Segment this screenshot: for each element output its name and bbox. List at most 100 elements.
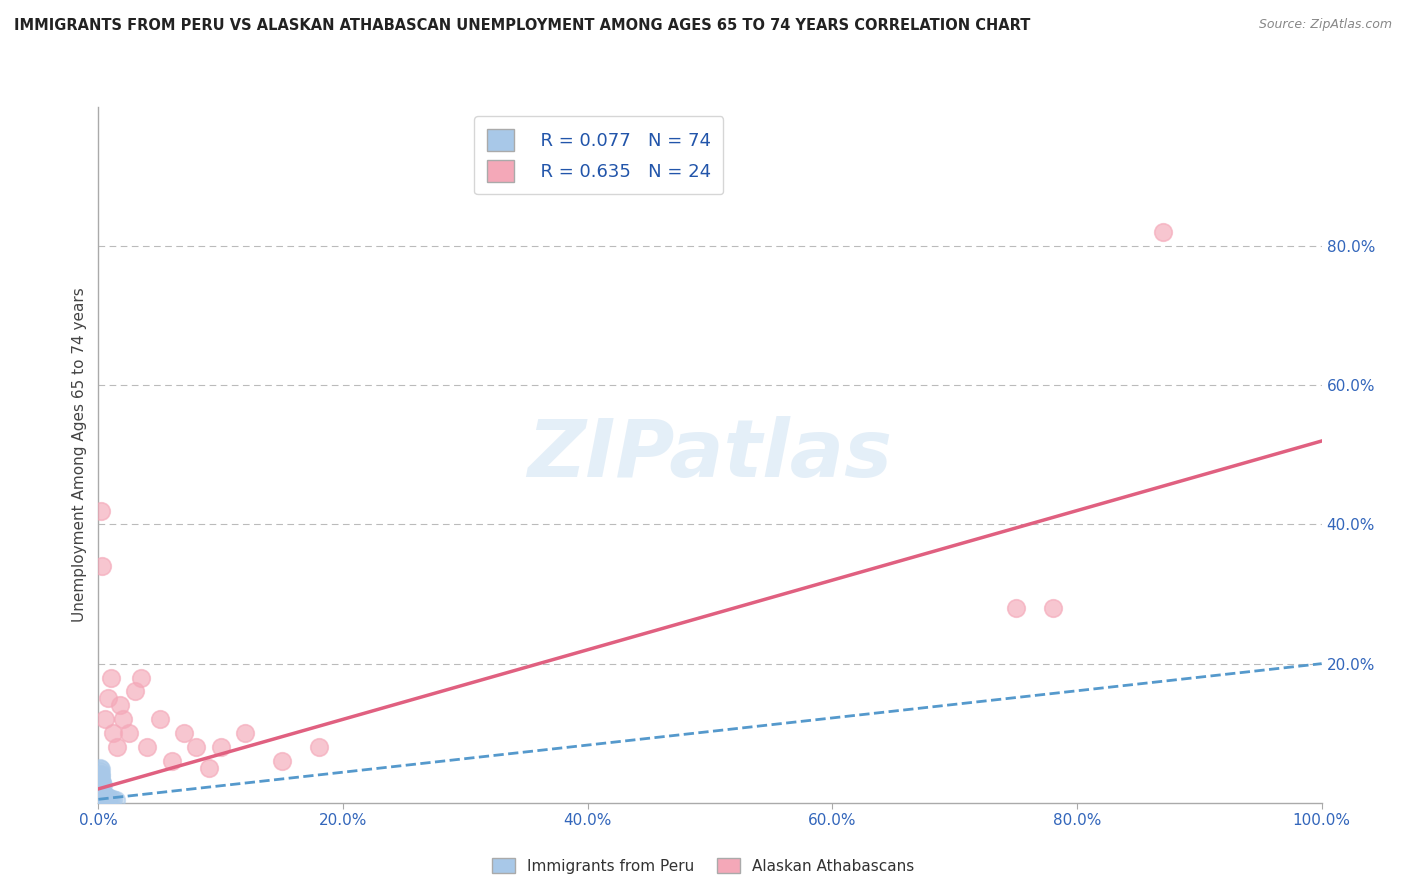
Point xyxy=(89,761,111,775)
Point xyxy=(97,691,120,706)
Point xyxy=(101,726,124,740)
Point xyxy=(91,788,114,802)
Point xyxy=(91,794,114,808)
Point xyxy=(98,793,121,807)
Point xyxy=(89,772,111,786)
Point xyxy=(91,794,114,808)
Point xyxy=(90,776,112,790)
Point xyxy=(91,788,114,802)
Point xyxy=(91,789,114,803)
Point xyxy=(91,791,114,805)
Point xyxy=(89,785,111,799)
Point xyxy=(93,790,115,805)
Point xyxy=(89,775,111,789)
Point xyxy=(91,788,114,802)
Point xyxy=(91,790,114,805)
Point xyxy=(90,503,112,517)
Text: ZIPatlas: ZIPatlas xyxy=(527,416,893,494)
Point xyxy=(90,763,112,777)
Point xyxy=(94,790,117,805)
Point xyxy=(186,740,208,755)
Point xyxy=(111,712,134,726)
Point xyxy=(90,783,112,797)
Point xyxy=(89,789,111,803)
Point xyxy=(90,766,112,780)
Point xyxy=(89,780,111,795)
Point xyxy=(90,792,112,806)
Text: Source: ZipAtlas.com: Source: ZipAtlas.com xyxy=(1258,18,1392,31)
Point xyxy=(89,781,111,796)
Point xyxy=(93,791,115,805)
Point xyxy=(89,794,111,808)
Point xyxy=(118,726,141,740)
Point xyxy=(91,793,114,807)
Point xyxy=(90,794,112,808)
Point xyxy=(91,787,114,801)
Point xyxy=(89,794,111,808)
Point xyxy=(90,769,112,783)
Point xyxy=(91,785,114,799)
Point xyxy=(90,773,112,788)
Point xyxy=(90,785,112,799)
Point xyxy=(96,790,118,805)
Point xyxy=(91,778,114,792)
Point xyxy=(90,783,112,797)
Point xyxy=(93,712,115,726)
Point xyxy=(89,791,111,805)
Point xyxy=(104,793,127,807)
Legend:   R = 0.077   N = 74,   R = 0.635   N = 24: R = 0.077 N = 74, R = 0.635 N = 24 xyxy=(474,116,723,194)
Point xyxy=(97,792,120,806)
Text: IMMIGRANTS FROM PERU VS ALASKAN ATHABASCAN UNEMPLOYMENT AMONG AGES 65 TO 74 YEAR: IMMIGRANTS FROM PERU VS ALASKAN ATHABASC… xyxy=(14,18,1031,33)
Legend: Immigrants from Peru, Alaskan Athabascans: Immigrants from Peru, Alaskan Athabascan… xyxy=(485,852,921,880)
Point xyxy=(100,671,122,685)
Point xyxy=(90,795,112,809)
Point xyxy=(91,781,114,796)
Point xyxy=(89,778,111,792)
Point xyxy=(90,780,112,795)
Point xyxy=(93,793,115,807)
Point xyxy=(90,790,112,805)
Y-axis label: Unemployment Among Ages 65 to 74 years: Unemployment Among Ages 65 to 74 years xyxy=(72,287,87,623)
Point xyxy=(100,791,122,805)
Point xyxy=(124,684,146,698)
Point xyxy=(129,671,152,685)
Point xyxy=(233,726,256,740)
Point xyxy=(91,792,114,806)
Point xyxy=(91,775,114,789)
Point xyxy=(90,785,112,799)
Point xyxy=(91,789,114,803)
Point xyxy=(89,783,111,797)
Point xyxy=(90,789,112,803)
Point xyxy=(89,779,111,793)
Point xyxy=(160,754,183,768)
Point xyxy=(89,792,111,806)
Point xyxy=(93,789,115,803)
Point xyxy=(101,792,124,806)
Point xyxy=(89,764,111,779)
Point xyxy=(197,761,219,775)
Point xyxy=(1042,601,1064,615)
Point xyxy=(91,559,114,574)
Point xyxy=(90,788,112,802)
Point xyxy=(94,789,117,803)
Point xyxy=(89,791,111,805)
Point xyxy=(89,788,111,802)
Point xyxy=(1004,601,1026,615)
Point xyxy=(89,768,111,782)
Point xyxy=(308,740,330,755)
Point xyxy=(90,794,112,808)
Point xyxy=(136,740,159,755)
Point xyxy=(94,792,117,806)
Point xyxy=(89,795,111,809)
Point xyxy=(110,698,132,713)
Point xyxy=(1152,225,1174,239)
Point xyxy=(149,712,172,726)
Point xyxy=(105,740,128,755)
Point xyxy=(209,740,232,755)
Point xyxy=(91,789,114,803)
Point xyxy=(270,754,294,768)
Point xyxy=(96,791,118,805)
Point xyxy=(89,790,111,805)
Point xyxy=(89,793,111,807)
Point xyxy=(97,790,120,805)
